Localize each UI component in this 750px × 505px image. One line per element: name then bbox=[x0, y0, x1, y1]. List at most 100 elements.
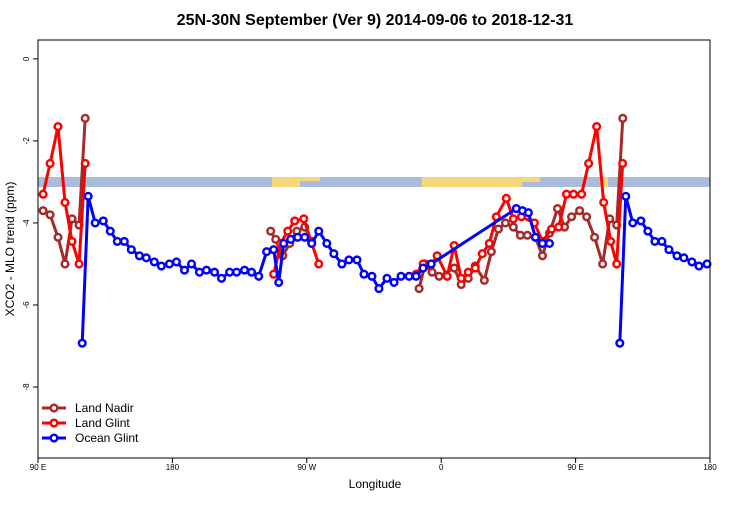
data-point bbox=[470, 263, 480, 273]
data-point bbox=[426, 259, 436, 269]
data-point bbox=[615, 338, 625, 348]
data-point bbox=[314, 259, 324, 269]
data-point bbox=[98, 216, 108, 226]
data-point bbox=[60, 197, 70, 207]
data-point bbox=[554, 222, 564, 232]
data-point bbox=[83, 191, 93, 201]
data-point bbox=[374, 284, 384, 294]
data-point bbox=[307, 238, 317, 249]
x-tick-label: 90 W bbox=[297, 463, 316, 472]
data-point bbox=[577, 189, 587, 199]
data-point bbox=[501, 193, 511, 203]
data-point bbox=[171, 257, 181, 267]
data-point bbox=[194, 267, 204, 277]
data-point bbox=[479, 275, 489, 285]
data-point bbox=[293, 232, 303, 242]
data-point bbox=[246, 267, 257, 277]
data-point bbox=[269, 245, 279, 255]
data-point bbox=[119, 236, 129, 246]
data-point bbox=[567, 212, 577, 222]
data-point bbox=[702, 259, 712, 269]
data-point bbox=[201, 265, 211, 275]
data-point bbox=[216, 273, 227, 283]
data-point bbox=[344, 255, 354, 265]
data-point bbox=[45, 158, 55, 169]
data-point bbox=[537, 251, 547, 261]
data-point bbox=[568, 189, 579, 199]
data-point bbox=[300, 232, 310, 242]
data-point bbox=[156, 261, 166, 271]
x-axis-label: Longitude bbox=[349, 477, 402, 491]
legend-marker bbox=[49, 433, 59, 443]
data-point bbox=[522, 230, 532, 240]
data-point bbox=[537, 238, 547, 249]
y-tick-label: -8 bbox=[22, 383, 31, 391]
data-point bbox=[463, 267, 473, 277]
data-point bbox=[77, 338, 87, 348]
data-point bbox=[164, 259, 174, 269]
data-point bbox=[664, 245, 674, 255]
data-point bbox=[290, 216, 300, 226]
data-point bbox=[599, 197, 609, 207]
data-point bbox=[286, 234, 296, 244]
data-point bbox=[484, 238, 494, 249]
data-point bbox=[186, 259, 197, 269]
data-point bbox=[60, 259, 70, 269]
data-point bbox=[449, 263, 459, 273]
data-point bbox=[254, 271, 264, 281]
data-point bbox=[612, 259, 622, 269]
data-point bbox=[679, 253, 689, 263]
data-point bbox=[225, 267, 235, 277]
data-point bbox=[636, 216, 646, 226]
data-point bbox=[352, 255, 362, 265]
plot-frame bbox=[37, 39, 711, 459]
data-point bbox=[232, 267, 242, 277]
x-tick-label: 90 E bbox=[30, 463, 46, 472]
data-point bbox=[515, 230, 525, 240]
data-point bbox=[38, 206, 48, 216]
data-point bbox=[382, 273, 392, 283]
data-point bbox=[274, 277, 284, 287]
data-point bbox=[299, 214, 309, 224]
y-tick-label: -6 bbox=[22, 301, 31, 309]
data-point bbox=[508, 222, 518, 232]
data-point bbox=[105, 226, 115, 236]
data-point bbox=[314, 226, 324, 236]
data-point bbox=[359, 269, 369, 279]
x-tick-label: 90 E bbox=[567, 463, 583, 472]
data-point bbox=[590, 232, 600, 242]
data-point bbox=[126, 245, 136, 255]
data-point bbox=[80, 113, 90, 123]
legend-label: Land Nadir bbox=[75, 401, 134, 415]
data-point bbox=[411, 271, 421, 281]
data-point bbox=[561, 189, 572, 199]
data-point bbox=[262, 247, 272, 257]
data-point bbox=[621, 191, 631, 201]
x-tick-label: 180 bbox=[703, 463, 717, 472]
data-point bbox=[493, 224, 503, 234]
data-point bbox=[418, 263, 428, 273]
legend-marker bbox=[49, 418, 59, 428]
y-tick-label: 0 bbox=[22, 56, 31, 61]
y-tick-label: -2 bbox=[22, 137, 31, 145]
data-point bbox=[396, 271, 406, 281]
data-point bbox=[544, 238, 555, 249]
data-point bbox=[500, 218, 510, 228]
data-point bbox=[329, 249, 339, 259]
data-point bbox=[266, 226, 276, 236]
data-point bbox=[582, 212, 592, 222]
data-point bbox=[575, 206, 585, 216]
data-point bbox=[209, 267, 220, 277]
data-point bbox=[523, 208, 533, 218]
data-point bbox=[80, 158, 90, 169]
series-line bbox=[42, 118, 625, 289]
chart-title: 25N-30N September (Ver 9) 2014-09-06 to … bbox=[177, 12, 574, 29]
data-point bbox=[552, 204, 563, 214]
data-point bbox=[179, 265, 190, 275]
plot-area bbox=[38, 113, 712, 348]
data-point bbox=[650, 236, 660, 246]
data-point bbox=[456, 273, 466, 283]
data-point bbox=[283, 226, 293, 236]
data-point bbox=[67, 236, 77, 246]
